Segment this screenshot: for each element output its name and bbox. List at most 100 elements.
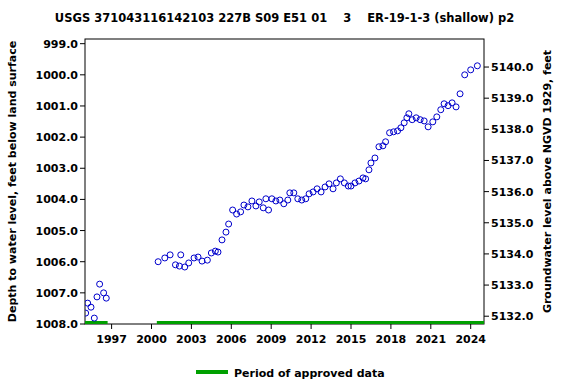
y-tick	[80, 168, 85, 169]
y-tick-label: 1000.0	[36, 69, 79, 82]
y2-tick	[484, 160, 489, 161]
data-point	[215, 249, 221, 255]
data-point	[85, 310, 89, 316]
data-point	[348, 183, 354, 189]
data-point	[295, 196, 301, 202]
data-point	[310, 189, 316, 195]
data-point	[167, 252, 173, 258]
data-point	[226, 221, 232, 227]
x-tick-label: 2018	[376, 333, 407, 346]
data-point	[91, 315, 97, 321]
x-tick-label: 1997	[96, 333, 127, 346]
y-tick	[80, 324, 85, 325]
data-point	[330, 186, 336, 192]
plot-frame	[85, 39, 484, 324]
data-point	[273, 198, 279, 204]
y2-tick-label: 5132.0	[491, 310, 534, 323]
data-point	[263, 196, 269, 202]
y2-tick-label: 5135.0	[491, 217, 534, 230]
data-point	[178, 252, 184, 258]
y-tick	[80, 199, 85, 200]
x-tick	[111, 324, 112, 329]
x-tick	[351, 324, 352, 329]
x-tick	[430, 324, 431, 329]
y-axis-title: Depth to water level, feet below land su…	[6, 41, 19, 322]
data-point	[363, 176, 369, 182]
y2-axis-title: Groundwater level above NGVD 1929, feet	[541, 50, 554, 313]
y2-tick-label: 5138.0	[491, 123, 534, 136]
legend-swatch	[196, 370, 228, 374]
data-point	[97, 281, 103, 287]
y2-tick	[484, 285, 489, 286]
data-point	[299, 197, 305, 203]
data-point	[341, 180, 347, 186]
data-point	[372, 155, 378, 161]
data-point	[186, 260, 192, 266]
y-tick-label: 1005.0	[36, 225, 79, 238]
x-tick-label: 2006	[216, 333, 247, 346]
y-tick-label: 1006.0	[36, 256, 79, 269]
y-tick	[80, 74, 85, 75]
data-point	[434, 114, 440, 120]
x-tick	[470, 324, 471, 329]
data-point	[253, 203, 259, 209]
y-tick-label: 1007.0	[36, 287, 79, 300]
data-point	[219, 237, 225, 243]
data-point	[266, 207, 272, 213]
y2-tick-label: 5139.0	[491, 92, 534, 105]
data-point	[256, 199, 262, 205]
data-point	[356, 178, 362, 184]
y2-tick-label: 5136.0	[491, 186, 534, 199]
x-tick-label: 2000	[136, 333, 167, 346]
approved-period	[157, 321, 484, 324]
data-point	[223, 229, 229, 235]
x-tick	[151, 324, 152, 329]
y2-tick	[484, 98, 489, 99]
x-tick	[271, 324, 272, 329]
y-tick	[80, 43, 85, 44]
x-tick	[390, 324, 391, 329]
x-tick-label: 2009	[256, 333, 287, 346]
data-point	[453, 104, 459, 110]
y2-tick-label: 5137.0	[491, 154, 534, 167]
data-point	[85, 300, 91, 306]
y2-tick	[484, 129, 489, 130]
data-point	[314, 186, 320, 192]
y2-tick-label: 5134.0	[491, 248, 534, 261]
x-tick-label: 2012	[296, 333, 327, 346]
y-tick-label: 1003.0	[36, 162, 79, 175]
data-point	[291, 190, 297, 196]
data-point	[474, 63, 480, 69]
data-point	[387, 130, 393, 136]
data-point	[191, 255, 197, 261]
y-tick	[80, 292, 85, 293]
y2-tick	[484, 222, 489, 223]
y2-tick-label: 5133.0	[491, 279, 534, 292]
x-tick	[191, 324, 192, 329]
legend: Period of approved data	[196, 367, 385, 380]
data-point	[238, 209, 244, 215]
data-point	[172, 262, 178, 268]
y2-tick	[484, 191, 489, 192]
y-tick-label: 1002.0	[36, 131, 79, 144]
y-tick	[80, 261, 85, 262]
data-point	[204, 257, 210, 263]
data-point	[438, 107, 444, 113]
data-point	[383, 139, 389, 145]
data-point	[457, 91, 463, 97]
y2-tick	[484, 253, 489, 254]
data-point	[417, 117, 423, 123]
plot-area	[85, 63, 484, 324]
data-point	[468, 67, 474, 73]
y-tick-label: 999.0	[43, 38, 78, 51]
y-tick-label: 1001.0	[36, 100, 79, 113]
legend-label: Period of approved data	[234, 367, 385, 380]
y-tick	[80, 105, 85, 106]
data-point	[88, 304, 94, 310]
y-tick	[80, 137, 85, 138]
x-tick	[231, 324, 232, 329]
approved-period	[85, 321, 108, 324]
data-point	[425, 124, 431, 130]
x-tick-label: 2003	[176, 333, 207, 346]
y-tick-label: 1004.0	[36, 193, 79, 206]
